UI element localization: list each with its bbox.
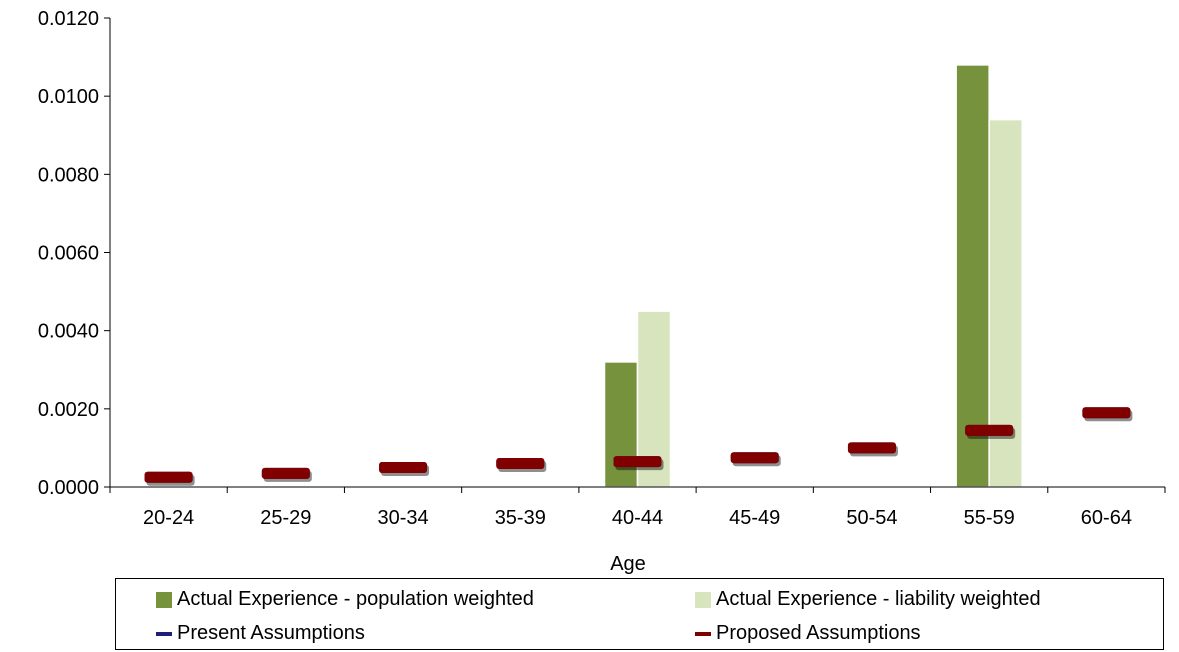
legend-item-population-weighted: Actual Experience - population weighted bbox=[156, 588, 534, 611]
y-tick-label: 0.0020 bbox=[38, 399, 99, 421]
assumption-marker bbox=[261, 467, 310, 479]
x-tick-label: 25-29 bbox=[260, 507, 311, 529]
assumption-marker bbox=[965, 424, 1014, 436]
legend-item-present-assumptions: Present Assumptions bbox=[156, 622, 365, 645]
legend-swatch-present-assumptions bbox=[156, 631, 172, 636]
assumption-marker bbox=[144, 471, 193, 483]
y-tick-label: 0.0100 bbox=[38, 86, 99, 108]
x-tick-label: 30-34 bbox=[377, 507, 428, 529]
legend-label-liability-weighted: Actual Experience - liability weighted bbox=[716, 588, 1041, 610]
legend-label-population-weighted: Actual Experience - population weighted bbox=[177, 588, 534, 610]
y-tick-label: 0.0000 bbox=[38, 477, 99, 499]
legend-swatch-proposed-assumptions bbox=[695, 631, 711, 636]
assumption-marker bbox=[496, 458, 545, 470]
legend-swatch-liability-weighted bbox=[695, 591, 711, 608]
axes-layer: 0.0000 0.0020 0.0040 0.0060 0.0080 0.0100 0.01… bbox=[38, 8, 1166, 529]
x-tick-label: 55-59 bbox=[964, 507, 1015, 529]
x-tick-label: 45-49 bbox=[729, 507, 780, 529]
legend: Actual Experience - population weighted … bbox=[115, 578, 1164, 650]
legend-item-proposed-assumptions: Proposed Assumptions bbox=[695, 622, 921, 645]
legend-item-liability-weighted: Actual Experience - liability weighted bbox=[695, 588, 1041, 611]
chart-area: 0.0000 0.0020 0.0040 0.0060 0.0080 0.0100 0.01… bbox=[38, 8, 1166, 575]
legend-label-proposed-assumptions: Proposed Assumptions bbox=[716, 622, 921, 644]
bars-layer bbox=[603, 64, 1023, 488]
legend-label-present-assumptions: Present Assumptions bbox=[177, 622, 365, 644]
x-tick-label: 50-54 bbox=[846, 507, 897, 529]
legend-swatch-population-weighted bbox=[156, 591, 172, 608]
markers-layer bbox=[144, 407, 1133, 486]
x-tick-label: 20-24 bbox=[143, 507, 194, 529]
assumption-marker bbox=[379, 461, 428, 473]
y-tick-label: 0.0080 bbox=[38, 164, 99, 186]
assumption-marker bbox=[613, 456, 662, 468]
assumption-marker bbox=[847, 442, 896, 454]
x-tick-label: 40-44 bbox=[612, 507, 663, 529]
y-tick-label: 0.0060 bbox=[38, 243, 99, 265]
assumption-marker bbox=[1082, 407, 1131, 419]
assumption-marker bbox=[730, 452, 779, 464]
x-tick-label: 60-64 bbox=[1081, 507, 1132, 529]
x-axis-title: Age bbox=[610, 553, 646, 575]
y-tick-label: 0.0040 bbox=[38, 321, 99, 343]
x-tick-label: 35-39 bbox=[495, 507, 546, 529]
bar bbox=[955, 64, 990, 488]
y-tick-label: 0.0120 bbox=[38, 8, 99, 30]
